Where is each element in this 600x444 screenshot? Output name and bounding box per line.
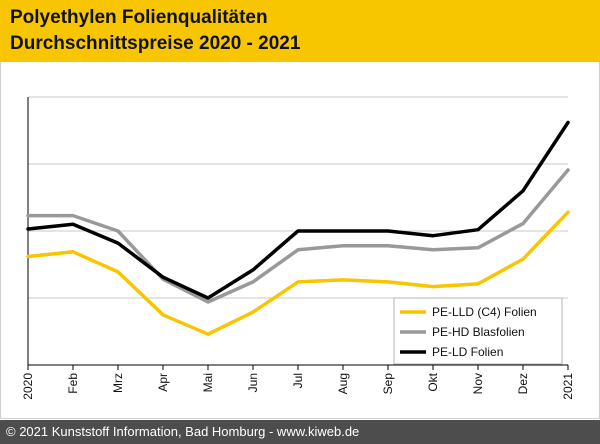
series-line-pe-ld-folien	[26, 120, 570, 300]
legend-label: PE-HD Blasfolien	[432, 325, 525, 339]
line-chart: 2020 Feb Mrz Apr Mai Jun Jul Aug Sep Okt Nov Dez 202…	[21, 96, 575, 400]
series-line-pe-lld-c4-folien	[26, 210, 570, 336]
legend-label: PE-LLD (C4) Folien	[432, 305, 537, 319]
axes	[27, 97, 569, 370]
x-tick-label: 2021	[561, 373, 575, 400]
x-tick-label: Aug	[336, 373, 350, 394]
x-tick-labels: 2020 Feb Mrz Apr Mai Jun Jul Aug Sep Okt Nov Dez 202…	[21, 372, 575, 399]
footer-bar: © 2021 Kunststoff Information, Bad Hombu…	[0, 420, 600, 444]
x-tick-label: Sep	[381, 373, 395, 395]
x-tick-label: Nov	[471, 373, 485, 394]
x-tick-label: Okt	[426, 372, 440, 391]
x-tick-label: Mai	[201, 373, 215, 392]
chart-title-line2: Durchschnittspreise 2020 - 2021	[10, 33, 301, 54]
x-tick-label: Apr	[156, 373, 170, 392]
copyright-text: © 2021 Kunststoff Information, Bad Hombu…	[6, 424, 360, 439]
legend: PE-LLD (C4) Folien PE-HD Blasfolien PE-LD …	[393, 297, 563, 365]
x-tick-label: 2020	[21, 373, 35, 400]
header-banner: Polyethylen Folienqualitäten Durchschnit…	[0, 0, 600, 62]
x-tick-label: Jun	[246, 373, 260, 392]
chart-title-line1: Polyethylen Folienqualitäten	[10, 7, 268, 28]
series-line-pe-hd-blasfolien	[26, 168, 570, 304]
legend-label: PE-LD Folien	[432, 345, 503, 359]
series-lines	[26, 120, 570, 336]
x-tick-label: Mrz	[111, 373, 125, 393]
x-tick-label: Feb	[66, 373, 80, 394]
x-tick-label: Jul	[291, 373, 305, 388]
x-tick-label: Dez	[516, 373, 530, 394]
